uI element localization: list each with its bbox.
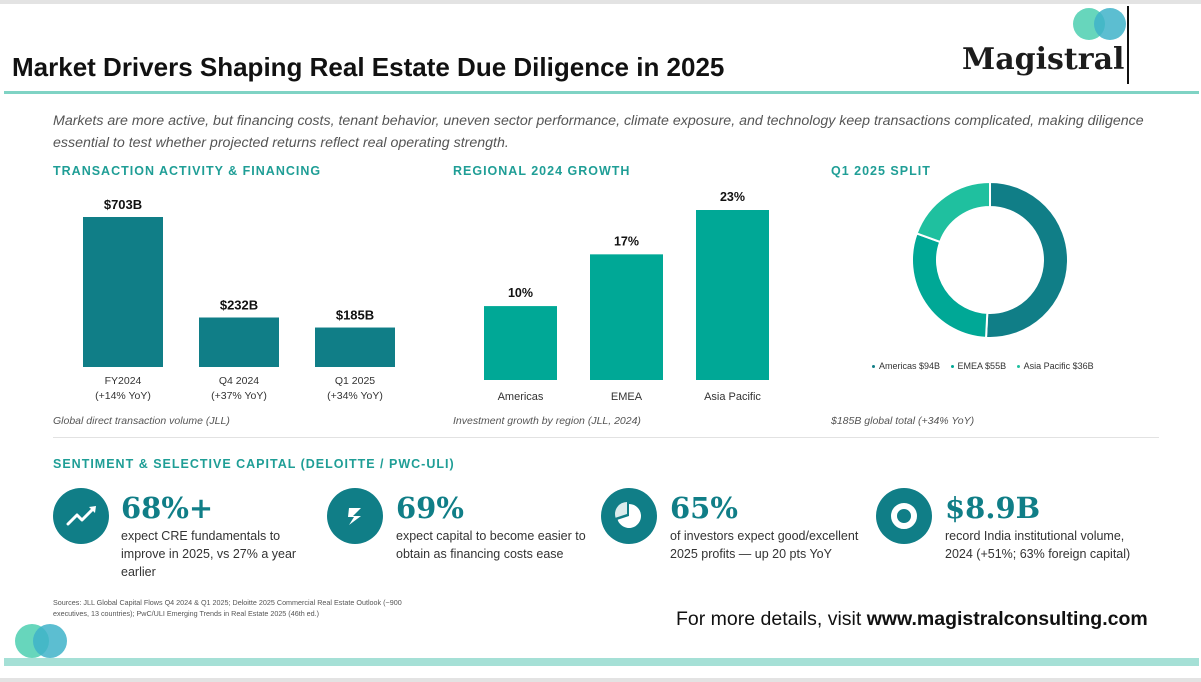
legend-label-emea: EMEA $55B (957, 361, 1007, 371)
x-tick-label-0: FY2024 (105, 375, 142, 387)
regional-heading: REGIONAL 2024 GROWTH (453, 164, 631, 178)
legend-label-apac: Asia Pacific $36B (1023, 361, 1094, 371)
q1-split-donut (911, 180, 1069, 339)
cta-text: For more details, visit www.magistralcon… (676, 608, 1148, 631)
footer-logo-circle-blue (33, 624, 67, 658)
bar-value-label-1: $232B (220, 297, 258, 312)
legend-label-americas: Americas $94B (879, 361, 941, 371)
bar-2 (315, 327, 395, 367)
regional-growth-chart: 10% Americas 17% EMEA 23% Asia Pacific (484, 190, 769, 403)
regional-caption: Investment growth by region (JLL, 2024) (453, 415, 641, 427)
ring-icon (876, 488, 932, 544)
sentiment-heading: SENTIMENT & SELECTIVE CAPITAL (DELOITTE … (53, 457, 455, 471)
legend-item-americas: Americas $94B (872, 361, 940, 371)
logo-divider (1127, 6, 1129, 84)
bar-value-label-2: $185B (336, 308, 374, 323)
legend-item-emea: EMEA $55B (950, 361, 1007, 371)
stat-desc-fundamentals: expect CRE fundamentals to improve in 20… (121, 529, 297, 579)
bar-value-label-2: 23% (720, 190, 745, 204)
intro-text: Markets are more active, but financing c… (53, 113, 1144, 151)
bar-value-label-1: 17% (614, 234, 639, 248)
cta-link[interactable]: www.magistralconsulting.com (866, 608, 1148, 630)
transaction-heading: TRANSACTION ACTIVITY & FINANCING (53, 164, 322, 178)
stat-desc-india: record India institutional volume, 2024 … (945, 529, 1131, 561)
title-underline (4, 91, 1199, 94)
section-divider (53, 437, 1159, 438)
bar-0 (484, 306, 557, 380)
stat-desc-capital: expect capital to become easier to obtai… (396, 529, 586, 561)
stat-value-capital: 69% (396, 491, 464, 525)
x-tick-label-2: Asia Pacific (704, 391, 761, 403)
logo-wordmark: Magistral (962, 42, 1125, 77)
page-title: Market Drivers Shaping Real Estate Due D… (12, 52, 725, 82)
stat-value-fundamentals: 68%+ (121, 491, 214, 525)
bottom-frame-line (0, 678, 1201, 682)
bar-value-label-0: 10% (508, 286, 533, 300)
transaction-caption: Global direct transaction volume (JLL) (53, 415, 230, 427)
bar-0 (83, 217, 163, 367)
transaction-chart: $703B FY2024 (+14% YoY) $232B Q4 2024 (+37% Y… (83, 197, 395, 402)
bar-1 (590, 254, 663, 380)
x-tick-label-1: Q4 2024 (219, 375, 259, 387)
trend-up-icon (53, 488, 109, 544)
stat-desc-profits: of investors expect good/excellent 2025 … (670, 529, 859, 561)
sources-note: Sources: JLL Global Capital Flows Q4 202… (53, 598, 402, 618)
pie-icon (601, 488, 657, 544)
x-tick-label-2: Q1 2025 (335, 375, 375, 387)
x-tick-label-0: Americas (498, 391, 544, 403)
bar-value-label-0: $703B (104, 197, 142, 212)
x-tick-note-1: (+37% YoY) (211, 390, 267, 402)
logo-circle-blue (1094, 8, 1126, 40)
stat-value-profits: 65% (670, 491, 738, 525)
x-tick-note-2: (+34% YoY) (327, 390, 383, 402)
split-heading: Q1 2025 SPLIT (831, 164, 931, 178)
donut-slice-2 (915, 180, 991, 244)
split-caption: $185B global total (+34% YoY) (831, 415, 975, 427)
x-tick-label-1: EMEA (611, 391, 643, 403)
legend-item-apac: Asia Pacific $36B (1016, 361, 1094, 371)
bottom-accent-bar (4, 658, 1199, 666)
donut-slice-0 (984, 180, 1069, 339)
capital-icon (327, 488, 383, 544)
bar-2 (696, 210, 769, 380)
top-frame-line (0, 0, 1201, 4)
stat-value-india: $8.9B (945, 491, 1041, 525)
donut-slice-1 (911, 232, 989, 339)
cta-prefix: For more details, visit (676, 608, 867, 630)
bar-1 (199, 317, 279, 367)
x-tick-note-0: (+14% YoY) (95, 390, 151, 402)
donut-legend: Americas $94B EMEA $55B Asia Pacific $36… (872, 361, 1102, 371)
